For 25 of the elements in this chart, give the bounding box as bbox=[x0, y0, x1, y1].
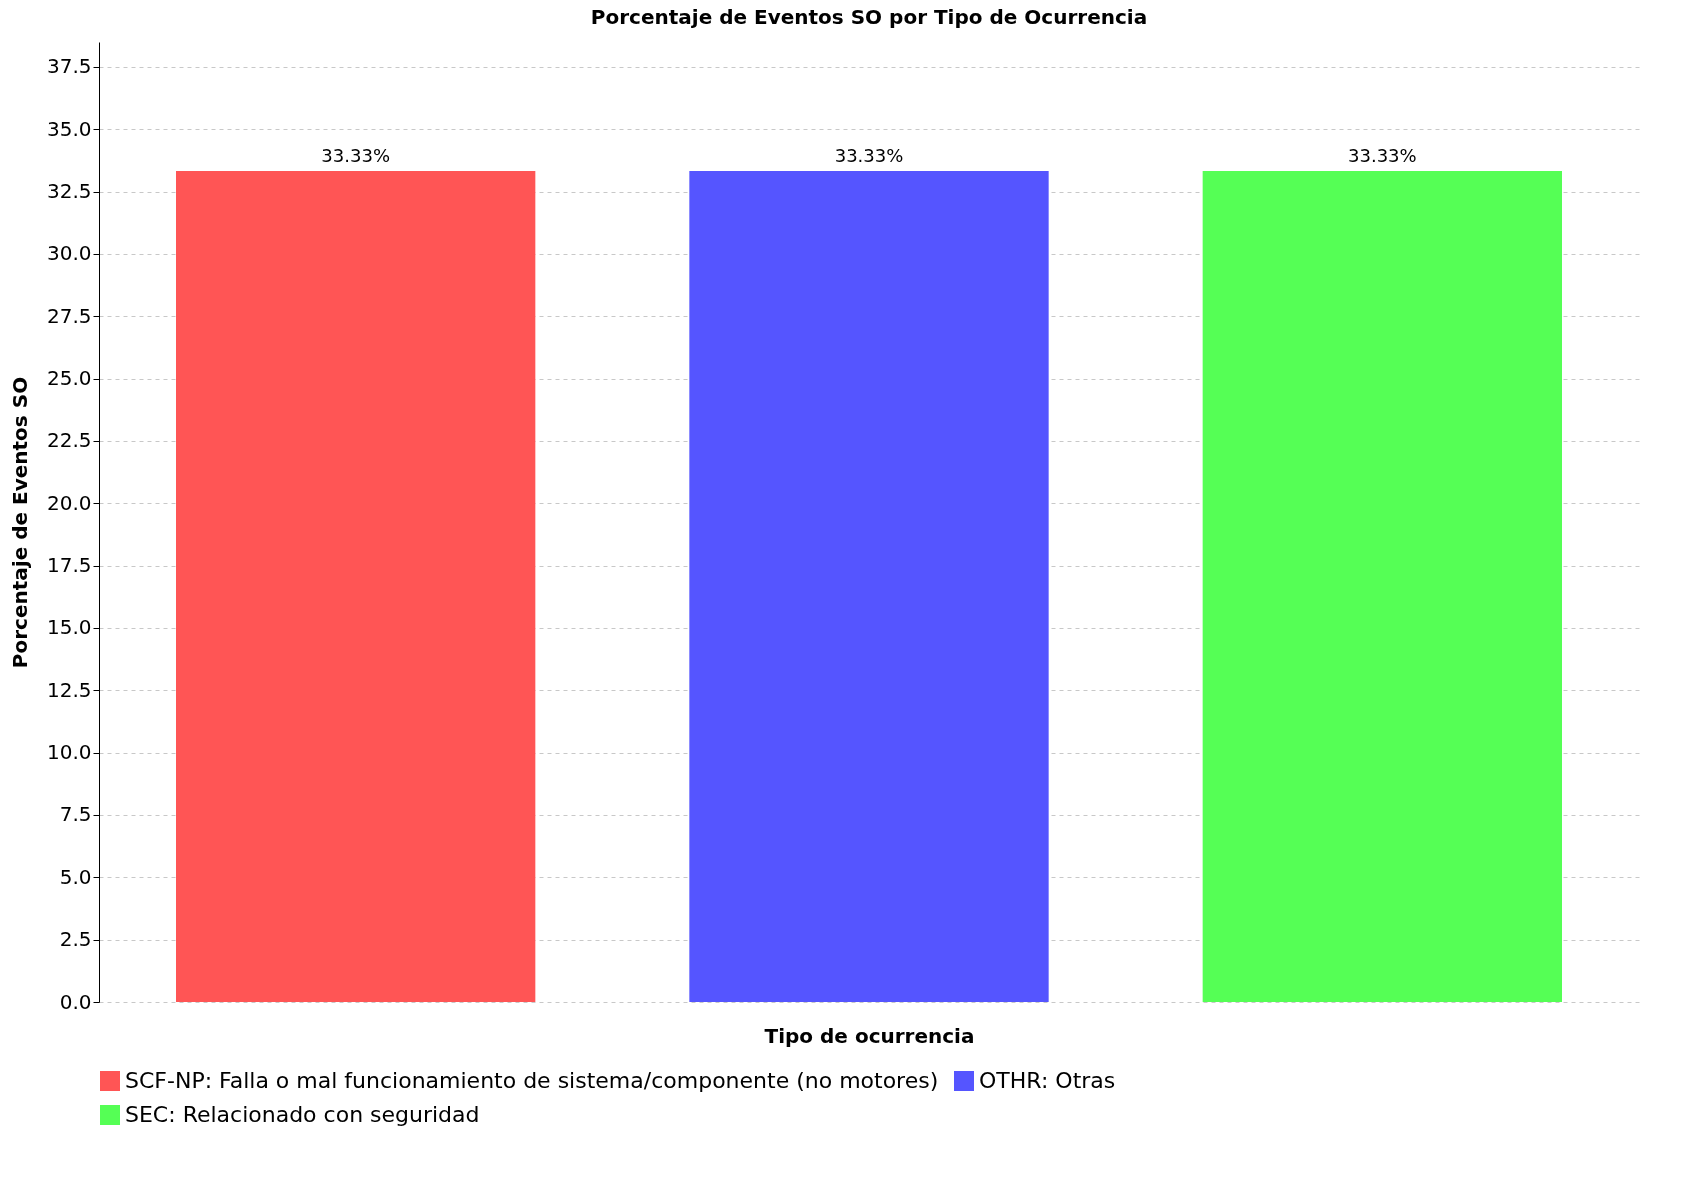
y-tick-label: 10.0 bbox=[46, 740, 92, 765]
legend-label: OTHR: Otras bbox=[979, 1068, 1116, 1093]
y-tick-label: 0.0 bbox=[59, 989, 92, 1014]
y-tick-label: 30.0 bbox=[46, 241, 92, 266]
data-label: 33.33% bbox=[321, 144, 390, 166]
y-tick-label: 15.0 bbox=[46, 615, 92, 640]
x-axis-title: Tipo de ocurrencia bbox=[764, 1023, 975, 1048]
y-tick-label: 25.0 bbox=[46, 366, 92, 391]
data-label: 33.33% bbox=[1348, 144, 1417, 166]
chart-title: Porcentaje de Eventos SO por Tipo de Ocurrencia bbox=[590, 5, 1148, 29]
y-tick-label: 17.5 bbox=[46, 553, 92, 578]
legend-label: SEC: Relacionado con seguridad bbox=[125, 1102, 480, 1127]
y-tick-label: 12.5 bbox=[46, 677, 92, 702]
y-tick-label: 7.5 bbox=[59, 802, 92, 827]
y-tick-label: 22.5 bbox=[46, 428, 92, 453]
y-tick-label: 2.5 bbox=[59, 927, 92, 952]
y-tick-label: 27.5 bbox=[46, 303, 92, 328]
legend-label: SCF-NP: Falla o mal funcionamiento de sistema/componente (no motores) bbox=[125, 1068, 939, 1093]
y-tick-label: 5.0 bbox=[59, 864, 92, 889]
data-label: 33.33% bbox=[834, 144, 904, 166]
y-tick-label: 35.0 bbox=[46, 116, 92, 141]
y-axis-title: Porcentaje de Eventos SO bbox=[7, 376, 32, 669]
y-tick-label: 32.5 bbox=[46, 179, 92, 204]
y-tick-label: 37.5 bbox=[46, 54, 92, 79]
y-tick-label: 20.0 bbox=[46, 490, 92, 515]
